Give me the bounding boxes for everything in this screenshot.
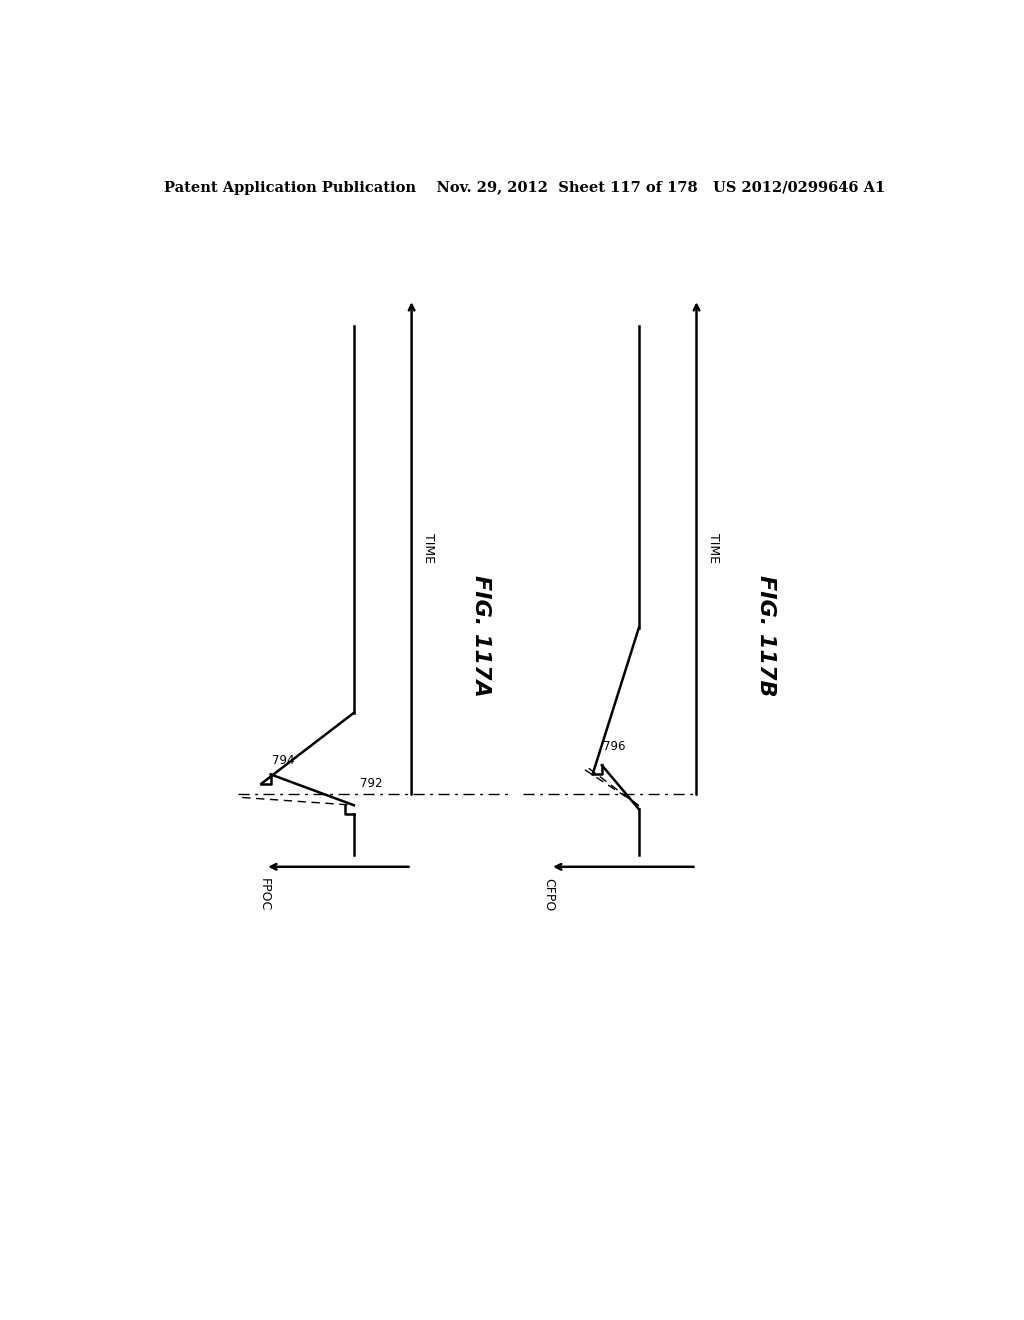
Text: 796: 796 bbox=[603, 739, 626, 752]
Text: CFPO: CFPO bbox=[542, 878, 555, 911]
Text: 792: 792 bbox=[360, 776, 383, 789]
Text: 794: 794 bbox=[272, 754, 295, 767]
Text: FIG. 117A: FIG. 117A bbox=[471, 576, 490, 697]
Text: FIG. 117B: FIG. 117B bbox=[756, 576, 776, 697]
Text: TIME: TIME bbox=[707, 533, 720, 564]
Text: FPOC: FPOC bbox=[257, 878, 270, 911]
Text: Patent Application Publication    Nov. 29, 2012  Sheet 117 of 178   US 2012/0299: Patent Application Publication Nov. 29, … bbox=[164, 181, 886, 194]
Text: TIME: TIME bbox=[422, 533, 434, 564]
